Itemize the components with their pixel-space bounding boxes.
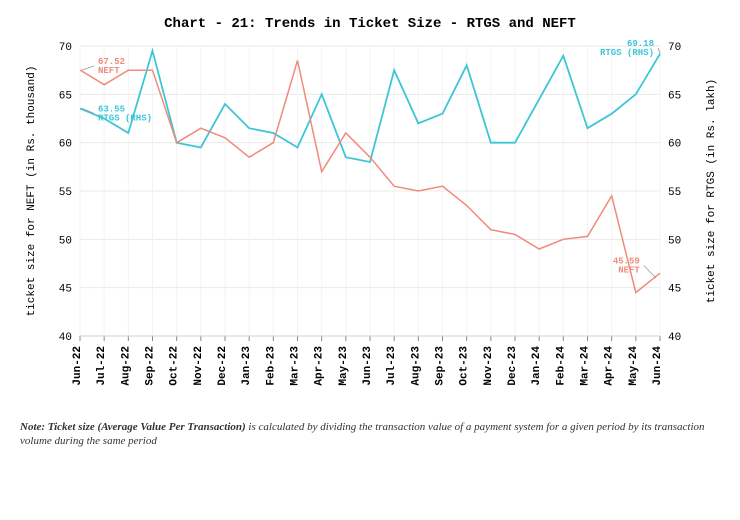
ytick-left: 55: [59, 187, 72, 199]
x-label: Oct-23: [459, 346, 471, 386]
ytick-right: 45: [668, 284, 681, 296]
ytick-right: 40: [668, 332, 681, 344]
x-label: Dec-23: [507, 346, 519, 386]
x-label: Sep-23: [435, 346, 447, 386]
x-label: Dec-22: [217, 346, 229, 386]
x-label: Oct-22: [169, 346, 181, 386]
ytick-right: 60: [668, 139, 681, 151]
annot-arrow: [82, 66, 94, 70]
ytick-right: 50: [668, 235, 681, 247]
ytick-right: 65: [668, 90, 681, 102]
ytick-right: 70: [668, 42, 681, 54]
footnote-lead: Note: Ticket size (Average Value Per Tra…: [20, 421, 246, 433]
ytick-left: 45: [59, 284, 72, 296]
x-label: Aug-22: [120, 346, 132, 386]
x-label: Nov-22: [193, 346, 205, 386]
annot-label: RTGS (RHS): [98, 113, 152, 123]
x-label: Jun-22: [72, 346, 84, 386]
x-label: Apr-23: [314, 346, 326, 386]
ytick-left: 65: [59, 90, 72, 102]
y-axis-right-title: ticket size for RTGS (in Rs. lakh): [706, 79, 718, 303]
chart-svg: 40 40 45 45 50 50 55 55 60 60 65 65 70 70 Jun-22 Jul-22…: [20, 36, 720, 416]
x-label: Jan-24: [531, 346, 543, 386]
y-axis-left-title: ticket size for NEFT (in Rs. thousand): [26, 66, 38, 317]
ytick-right: 55: [668, 187, 681, 199]
x-label: Apr-24: [604, 346, 616, 386]
ytick-left: 50: [59, 235, 72, 247]
x-label: Aug-23: [410, 346, 422, 386]
x-label: Jul-22: [96, 346, 108, 386]
annot-label: RTGS (RHS): [600, 48, 654, 58]
annot-label: NEFT: [618, 266, 640, 276]
x-label: Nov-23: [483, 346, 495, 386]
chart-title: Chart - 21: Trends in Ticket Size - RTGS…: [0, 16, 740, 32]
annot-label: NEFT: [98, 66, 120, 76]
annot-arrow: [644, 266, 656, 279]
x-label: Jul-23: [386, 346, 398, 386]
x-label: Jun-23: [362, 346, 374, 386]
x-label: May-24: [628, 346, 640, 386]
x-label: Jun-24: [652, 346, 664, 386]
footnote: Note: Ticket size (Average Value Per Tra…: [20, 420, 720, 449]
chart-container: Chart - 21: Trends in Ticket Size - RTGS…: [0, 0, 740, 449]
x-label: Mar-23: [290, 346, 302, 386]
ytick-left: 60: [59, 139, 72, 151]
ytick-left: 70: [59, 42, 72, 54]
x-label: Jan-23: [241, 346, 253, 386]
ytick-left: 40: [59, 332, 72, 344]
x-label: May-23: [338, 346, 350, 386]
x-label: Sep-22: [145, 346, 157, 386]
x-label: Mar-24: [580, 346, 592, 386]
plot-area: 40 40 45 45 50 50 55 55 60 60 65 65 70 70 Jun-22 Jul-22…: [20, 36, 720, 416]
x-label: Feb-23: [265, 346, 277, 386]
x-label: Feb-24: [555, 346, 567, 386]
